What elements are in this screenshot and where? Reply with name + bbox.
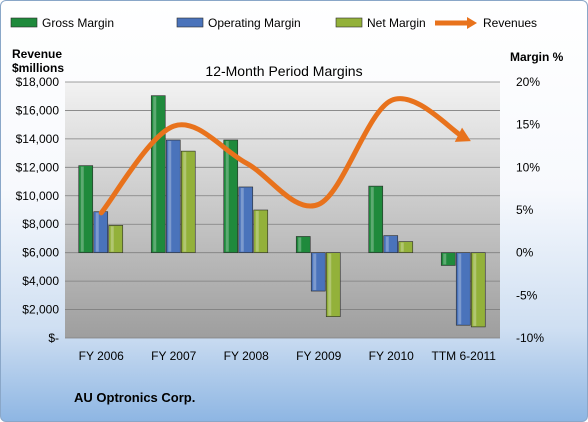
right-tick-label: 0% — [516, 246, 534, 260]
operating-margin-bar — [455, 252, 471, 326]
left-tick-label: $14,000 — [16, 132, 60, 146]
revenues-line — [98, 96, 467, 216]
right-tick-label: 5% — [516, 203, 534, 217]
gross-margin-bar — [295, 236, 311, 253]
left-tick-label: $10,000 — [16, 189, 60, 203]
bar-highlight — [110, 226, 114, 252]
category-label: FY 2009 — [296, 349, 341, 363]
bar-highlight — [255, 211, 259, 252]
left-tick-label: $18,000 — [16, 75, 60, 89]
right-tick-label: -10% — [516, 331, 544, 345]
bar-highlight — [443, 253, 447, 265]
operating-margin-bar — [383, 235, 399, 253]
bar-highlight — [80, 166, 84, 252]
legend-label: Gross Margin — [42, 16, 114, 30]
bar-highlight — [473, 253, 477, 326]
left-tick-label: $8,000 — [22, 217, 59, 231]
net-margin-bar — [253, 209, 269, 253]
bar-highlight — [313, 253, 317, 291]
category-label: FY 2008 — [224, 349, 269, 363]
right-tick-label: -5% — [516, 288, 538, 302]
right-axis-title: Margin % — [510, 50, 564, 64]
legend-label: Revenues — [483, 16, 537, 30]
bar-highlight — [400, 242, 404, 252]
legend-label: Operating Margin — [208, 16, 301, 30]
left-tick-label: $16,000 — [16, 103, 60, 117]
gross-margin-bar — [223, 139, 239, 253]
category-label: FY 2007 — [151, 349, 196, 363]
left-tick-label: $12,000 — [16, 160, 60, 174]
bar-highlight — [153, 96, 157, 252]
left-tick-label: $4,000 — [22, 274, 59, 288]
bar-highlight — [458, 253, 462, 325]
net-margin-bar — [398, 241, 414, 253]
left-axis-title-line2: $millions — [12, 61, 64, 75]
left-tick-label: $2,000 — [22, 303, 59, 317]
operating-margin-bar — [238, 186, 254, 253]
bar-highlight — [385, 236, 389, 252]
legend-label: Net Margin — [367, 16, 426, 30]
bar-highlight — [370, 187, 374, 252]
gross-margin-bar — [78, 165, 94, 253]
chart-title: 12-Month Period Margins — [205, 63, 362, 79]
operating-margin-bar — [165, 139, 181, 253]
right-tick-label: 20% — [516, 75, 540, 89]
legend-swatch — [335, 17, 363, 28]
bar-highlight — [168, 141, 172, 252]
gross-margin-bar — [440, 252, 456, 266]
right-tick-label: 15% — [516, 118, 540, 132]
left-tick-label: $6,000 — [22, 246, 59, 260]
bar-highlight — [95, 212, 99, 252]
plot-area — [65, 82, 500, 338]
legend-arrowhead — [467, 17, 477, 29]
right-tick-label: 10% — [516, 160, 540, 174]
bar-highlight — [328, 253, 332, 316]
category-label: FY 2006 — [79, 349, 124, 363]
bar-highlight — [240, 187, 244, 252]
net-margin-bar — [325, 252, 341, 317]
category-label: FY 2010 — [369, 349, 414, 363]
left-tick-label: $- — [48, 331, 59, 345]
left-axis-title-line1: Revenue — [12, 47, 62, 61]
revenues-arrowhead — [454, 127, 471, 142]
legend-swatch — [176, 17, 204, 28]
category-label: TTM 6-2011 — [432, 349, 497, 363]
net-margin-bar — [180, 150, 196, 253]
net-margin-bar — [108, 225, 124, 253]
net-margin-bar — [470, 252, 486, 328]
legend-swatch — [10, 17, 38, 28]
bar-highlight — [298, 237, 302, 252]
operating-margin-bar — [310, 252, 326, 292]
bar-highlight — [225, 141, 229, 252]
bar-highlight — [183, 152, 187, 252]
gross-margin-bar — [368, 185, 384, 253]
company-name: AU Optronics Corp. — [74, 390, 195, 405]
